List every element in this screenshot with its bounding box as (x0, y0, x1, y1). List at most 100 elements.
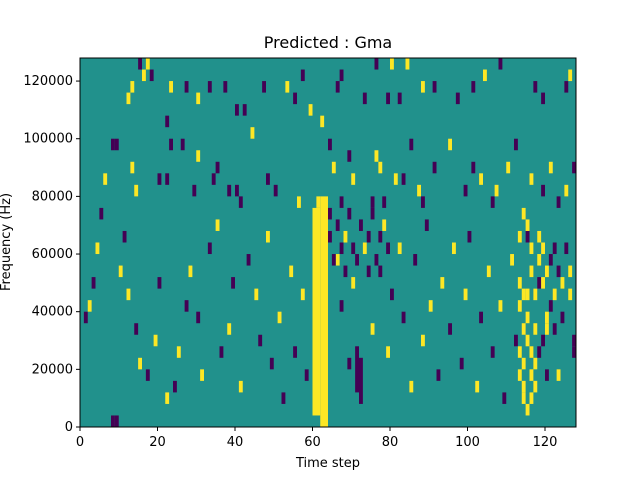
heatmap-cell (545, 369, 549, 381)
heatmap-cell (103, 173, 108, 185)
heatmap-cell (533, 323, 538, 335)
heatmap-cell (548, 161, 553, 174)
heatmap-cell (238, 196, 243, 208)
heatmap-cell (525, 334, 530, 347)
heatmap-cell (118, 265, 123, 278)
heatmap-cell (552, 288, 557, 301)
heatmap-cell (328, 138, 332, 151)
heatmap-cell (227, 323, 232, 335)
heatmap-cell (382, 196, 387, 208)
heatmap-cell (130, 81, 135, 93)
heatmap-cell (343, 230, 348, 243)
heatmap-cell (196, 92, 201, 105)
heatmap-cell (169, 81, 173, 93)
heatmap-cell (506, 161, 511, 174)
heatmap-cell (541, 92, 545, 105)
heatmap-cell (235, 184, 239, 197)
heatmap-cell (428, 300, 433, 312)
heatmap-cell (328, 230, 332, 243)
heatmap-cell (269, 357, 274, 370)
heatmap-cell (331, 254, 336, 266)
heatmap-cell (134, 323, 139, 335)
heatmap-cell (556, 265, 561, 278)
heatmap-cell (401, 311, 406, 324)
heatmap-cell (386, 346, 390, 358)
heatmap-cell (366, 230, 371, 243)
heatmap-cell (211, 173, 216, 185)
heatmap-cell (184, 300, 189, 312)
heatmap-cell (184, 81, 189, 93)
heatmap-cell (359, 219, 363, 231)
heatmap-cell (521, 392, 526, 404)
heatmap-cell (114, 415, 119, 427)
heatmap-cell (545, 323, 549, 335)
heatmap-cell (452, 242, 456, 255)
heatmap-cell (339, 69, 344, 82)
heatmap-cell (196, 311, 201, 324)
heatmap-cell (293, 92, 297, 105)
chart-title: Predicted : Gma (264, 33, 392, 52)
heatmap-cell (231, 277, 235, 289)
heatmap-cell (196, 150, 201, 162)
y-tick-label: 0 (65, 420, 73, 435)
heatmap-cell (521, 357, 526, 370)
heatmap-cell (552, 323, 557, 335)
heatmap-cell (386, 242, 390, 255)
heatmap-cell (293, 346, 297, 358)
heatmap-cell (448, 323, 452, 335)
heatmap-cell (548, 300, 553, 312)
heatmap-cell (165, 115, 170, 128)
heatmap-cell (328, 207, 332, 220)
heatmap-cell (362, 242, 367, 255)
heatmap-cell (99, 207, 104, 220)
heatmap-cell (122, 230, 127, 243)
heatmap-cell (545, 311, 549, 324)
heatmap-cell (568, 69, 573, 82)
heatmap-cell (370, 207, 375, 220)
heatmap-cell (471, 81, 476, 93)
heatmap-cell (273, 184, 278, 197)
heatmap-cell (533, 380, 538, 393)
heatmap-cell (91, 277, 96, 289)
heatmap-cell (517, 300, 522, 312)
heatmap-cell (308, 104, 313, 116)
heatmap-cell (409, 380, 414, 393)
heatmap-cell (262, 81, 266, 93)
heatmap-cell (483, 69, 487, 82)
heatmap-cell (521, 380, 526, 393)
heatmap-cell (517, 369, 522, 381)
heatmap-cell (529, 346, 534, 358)
heatmap-cell (541, 334, 545, 347)
heatmap-cell (145, 369, 150, 381)
heatmap-cell (514, 138, 518, 151)
heatmap-band-2 (355, 346, 359, 393)
heatmap-cell (386, 92, 390, 105)
heatmap-cell (366, 265, 371, 278)
heatmap-cell (529, 242, 534, 255)
heatmap-cell (355, 254, 359, 266)
heatmap-cell (165, 173, 170, 185)
heatmap-cell (432, 161, 437, 174)
x-axis-label: Time step (295, 456, 360, 471)
heatmap-cell (486, 265, 491, 278)
heatmap-cell (138, 58, 142, 70)
heatmap-cell (331, 161, 336, 174)
heatmap-cell (517, 277, 522, 289)
heatmap-cell (335, 254, 340, 266)
heatmap-cell (564, 81, 569, 93)
heatmap-band-0 (312, 207, 321, 416)
heatmap-cell (529, 392, 534, 404)
heatmap-cell (207, 242, 212, 255)
heatmap-cell (498, 58, 503, 70)
y-axis-label: Frequency (Hz) (0, 193, 14, 291)
heatmap-cell (572, 346, 576, 358)
heatmap-cell (541, 184, 545, 197)
heatmap-cell (347, 207, 352, 220)
heatmap-cell (219, 346, 224, 358)
heatmap-cell (448, 138, 452, 151)
heatmap-cell (130, 161, 135, 174)
heatmap-cell (467, 230, 472, 243)
heatmap-cell (149, 69, 154, 82)
x-tick-label: 0 (76, 435, 84, 450)
heatmap-cell (537, 277, 542, 289)
